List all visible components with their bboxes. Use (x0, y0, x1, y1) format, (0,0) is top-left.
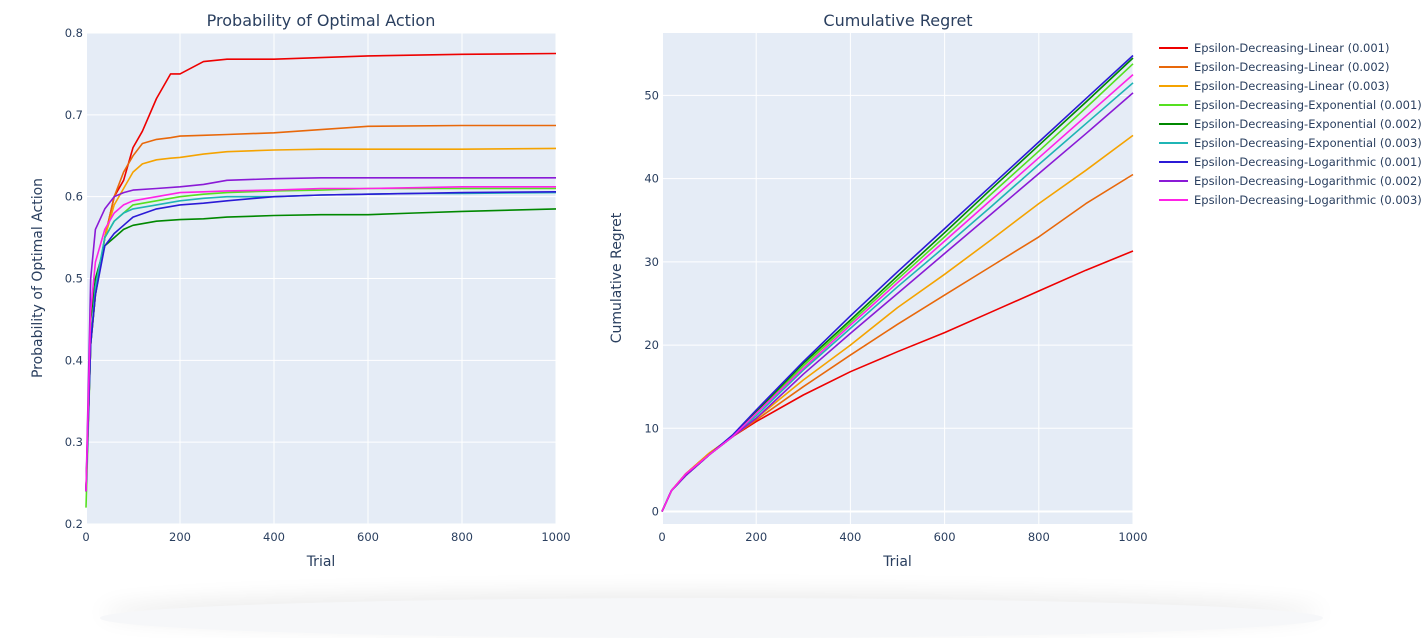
legend-item[interactable]: Epsilon-Decreasing-Exponential (0.001) (1159, 98, 1422, 112)
x-tick-label: 800 (1028, 530, 1050, 544)
legend-label: Epsilon-Decreasing-Exponential (0.003) (1194, 136, 1422, 150)
legend-label: Epsilon-Decreasing-Logarithmic (0.002) (1194, 174, 1422, 188)
y-tick-label: 20 (644, 338, 659, 352)
legend-item[interactable]: Epsilon-Decreasing-Linear (0.003) (1159, 79, 1390, 93)
y-tick-label: 0.8 (65, 26, 83, 40)
series-line-7[interactable] (85, 191, 557, 492)
y-tick-label: 0.7 (65, 108, 83, 122)
figure: 0 200 400 600 800 10000.20.30.40.50.60.70.8Pr… (30, 11, 1422, 570)
cumulative-regret-chart: 0 200 400 600 800 1000 0 10 20 30 40 50 Cumulative R… (609, 11, 1148, 570)
x-tick-label: 600 (934, 530, 956, 544)
x-axis-title: Trial (882, 554, 912, 570)
series-line-8[interactable] (85, 177, 556, 492)
legend-label: Epsilon-Decreasing-Logarithmic (0.001) (1194, 155, 1422, 169)
y-axis-title: Probability of Optimal Action (30, 178, 46, 378)
x-tick-label: 1000 (541, 530, 570, 544)
x-tick-label: 400 (263, 530, 285, 544)
legend[interactable]: Epsilon-Decreasing-Linear (0.001) Epsilon… (1159, 41, 1422, 207)
series-line-9[interactable] (85, 186, 556, 492)
legend-label: Epsilon-Decreasing-Exponential (0.001) (1194, 98, 1422, 112)
legend-item[interactable]: Epsilon-Decreasing-Logarithmic (0.002) (1159, 174, 1422, 188)
legend-item[interactable]: Epsilon-Decreasing-Exponential (0.002) (1159, 117, 1422, 131)
x-axis-title: Trial (306, 554, 336, 570)
y-tick-label: 0.6 (65, 190, 83, 204)
page-bottom-shadow (100, 598, 1323, 638)
series-line-9[interactable] (661, 74, 1134, 512)
legend-label: Epsilon-Decreasing-Linear (0.001) (1194, 41, 1390, 55)
x-tick-label: 0 (82, 530, 89, 544)
chart-title: Cumulative Regret (823, 11, 972, 30)
y-tick-label: 0.4 (65, 353, 83, 367)
legend-label: Epsilon-Decreasing-Exponential (0.002) (1194, 117, 1422, 131)
y-tick-label: 50 (644, 88, 659, 102)
x-tick-label: 200 (745, 530, 767, 544)
chart-title: Probability of Optimal Action (207, 11, 436, 30)
x-tick-label: 800 (451, 530, 473, 544)
y-tick-label: 10 (644, 421, 659, 435)
legend-item[interactable]: Epsilon-Decreasing-Exponential (0.003) (1159, 136, 1422, 150)
y-tick-label: 0.5 (65, 272, 83, 286)
optimal-action-chart: 0 200 400 600 800 1000 0.2 0.3 0.4 0.5 0.6 0.7 0.8 Pr… (30, 11, 571, 570)
x-tick-label: 200 (169, 530, 191, 544)
x-tick-label: 600 (357, 530, 379, 544)
x-tick-label: 400 (839, 530, 861, 544)
legend-item[interactable]: Epsilon-Decreasing-Logarithmic (0.003) (1159, 193, 1422, 207)
y-tick-label: 0.2 (65, 517, 83, 531)
y-tick-label: 30 (644, 255, 659, 269)
y-tick-label: 0 (652, 505, 659, 519)
legend-item[interactable]: Epsilon-Decreasing-Linear (0.002) (1159, 60, 1390, 74)
legend-item[interactable]: Epsilon-Decreasing-Linear (0.001) (1159, 41, 1390, 55)
legend-item[interactable]: Epsilon-Decreasing-Logarithmic (0.001) (1159, 155, 1422, 169)
y-axis-title: Cumulative Regret (609, 212, 625, 343)
legend-label: Epsilon-Decreasing-Linear (0.002) (1194, 60, 1390, 74)
y-tick-label: 40 (644, 172, 659, 186)
legend-label: Epsilon-Decreasing-Linear (0.003) (1194, 79, 1390, 93)
x-tick-label: 1000 (1118, 530, 1147, 544)
series-line-8[interactable] (661, 92, 1134, 512)
legend-label: Epsilon-Decreasing-Logarithmic (0.003) (1194, 193, 1422, 207)
y-tick-label: 0.3 (65, 435, 83, 449)
x-tick-label: 0 (658, 530, 665, 544)
